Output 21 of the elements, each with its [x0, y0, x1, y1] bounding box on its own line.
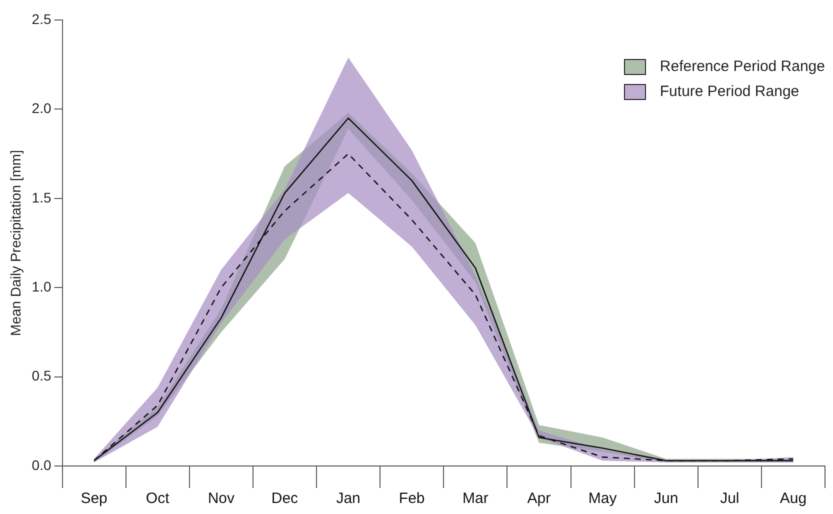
y-tick-label: 2.5: [32, 10, 52, 27]
y-axis-title: Mean Daily Precipitation [mm]: [7, 150, 24, 336]
x-tick-label: Dec: [271, 490, 299, 508]
y-tick-label: 1.5: [32, 189, 52, 206]
x-tick-label: Jun: [654, 490, 678, 508]
x-tick-label: May: [588, 490, 618, 508]
x-tick-label: Nov: [208, 490, 235, 508]
legend-label: Future Period Range: [660, 83, 800, 100]
x-tick-label: Feb: [398, 490, 425, 508]
y-tick-label: 0.5: [32, 368, 52, 384]
x-tick-label: Aug: [780, 490, 807, 508]
x-tick-label: Sep: [80, 490, 108, 508]
y-tick-label: 2.0: [32, 100, 52, 116]
y-tick-label: 0.0: [32, 456, 52, 473]
x-tick-label: Apr: [527, 490, 551, 508]
x-tick-label: Mar: [462, 490, 488, 508]
y-tick-label: 1.0: [32, 278, 52, 294]
legend-label: Reference Period Range: [660, 58, 825, 75]
x-tick-label: Oct: [146, 490, 170, 508]
x-tick-label: Jul: [720, 490, 740, 508]
x-tick-label: Jan: [336, 490, 360, 508]
